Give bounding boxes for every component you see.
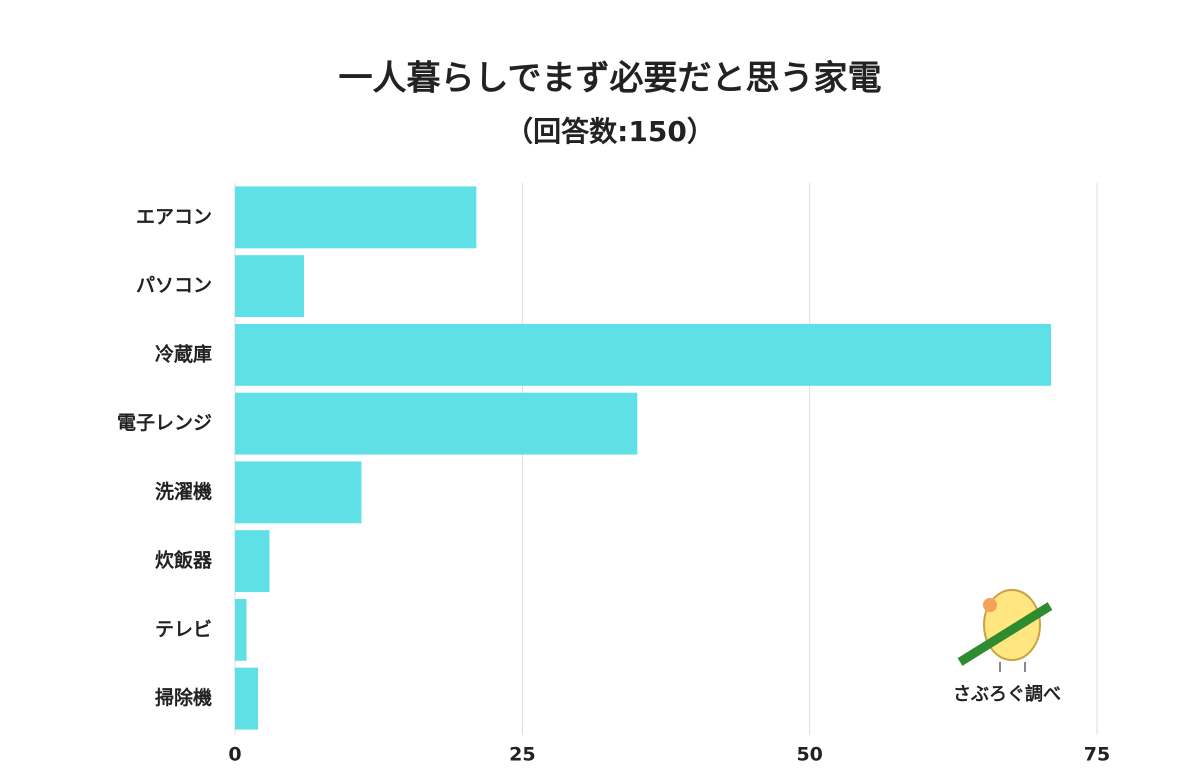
bar xyxy=(235,530,270,593)
y-tick-label: エアコン xyxy=(136,206,212,228)
bar xyxy=(235,186,477,249)
y-tick-label: テレビ xyxy=(155,618,212,640)
bar xyxy=(235,392,638,455)
x-tick-label: 75 xyxy=(1084,744,1110,766)
chart-title: 一人暮らしでまず必要だと思う家電 xyxy=(339,59,882,99)
bar xyxy=(235,255,304,318)
x-tick-label: 0 xyxy=(228,744,241,766)
bar xyxy=(235,461,362,524)
y-tick-label: 炊飯器 xyxy=(155,549,213,572)
y-tick-label: パソコン xyxy=(136,275,212,297)
y-tick-label: 冷蔵庫 xyxy=(155,342,212,365)
x-tick-label: 25 xyxy=(509,744,535,766)
x-tick-label: 50 xyxy=(796,744,822,766)
bar xyxy=(235,323,1052,386)
credit: さぶろぐ調べ xyxy=(953,683,1061,705)
y-tick-label: 掃除機 xyxy=(155,686,212,709)
bar xyxy=(235,598,247,661)
y-tick-label: 電子レンジ xyxy=(117,412,212,434)
bar xyxy=(235,667,258,730)
chart-subtitle: （回答数:150） xyxy=(505,115,715,148)
y-tick-label: 洗濯機 xyxy=(155,480,212,503)
mascot xyxy=(957,589,1053,672)
